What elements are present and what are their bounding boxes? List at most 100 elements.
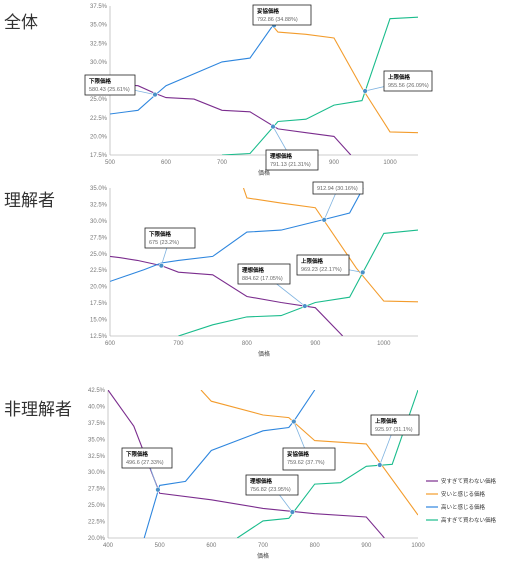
y-tick-label: 42.5% — [88, 388, 106, 394]
callout-point — [152, 91, 158, 98]
callout-value: 969.23 (22.17%) — [301, 267, 342, 273]
y-tick-label: 22.5% — [88, 520, 106, 526]
callout-title: 妥協価格 — [257, 7, 280, 15]
callout-box — [144, 227, 196, 249]
x-axis-label: 価格 — [258, 350, 270, 358]
callout-point — [158, 262, 165, 269]
x-tick-label: 500 — [155, 543, 166, 549]
series-line-0 — [108, 390, 385, 538]
legend-label: 安すぎて買わない価格 — [441, 477, 497, 485]
callout-title: 上限価格 — [301, 257, 324, 265]
legend-label: 安いと感じる価格 — [441, 490, 486, 498]
callout-point — [321, 217, 327, 223]
y-tick-label: 27.5% — [88, 487, 106, 493]
series-line-0 — [110, 83, 352, 155]
callout-box — [121, 447, 173, 469]
series-group — [108, 390, 418, 538]
series-line-1 — [200, 390, 418, 516]
x-tick-label: 1000 — [383, 160, 397, 166]
chart-2: 20.0% 22.5% 25.0% 27.5% 30.0% 32.5% 35.0% 37.5%… — [88, 388, 497, 560]
callout-title: 下限価格 — [89, 77, 112, 85]
y-tick-label: 27.5% — [90, 235, 108, 241]
callout-value: 791.13 (21.31%) — [270, 162, 311, 168]
callout-value: 496.6 (27.33%) — [126, 460, 164, 466]
y-tick-label: 35.0% — [90, 23, 108, 29]
x-tick-label: 700 — [258, 543, 269, 549]
x-tick-label: 1000 — [377, 341, 391, 347]
callout-value: 955.56 (26.09%) — [388, 83, 429, 89]
series-group — [110, 6, 418, 155]
series-line-2 — [110, 188, 364, 282]
callout-value: 912.94 (30.16%) — [317, 186, 358, 192]
x-tick-label: 600 — [105, 341, 116, 347]
x-tick-label: 900 — [329, 160, 340, 166]
callout-title: 上限価格 — [388, 73, 411, 81]
y-tick-label: 17.5% — [90, 301, 108, 307]
callout-title: 理想価格 — [242, 266, 265, 274]
y-tick-label: 17.5% — [90, 153, 108, 159]
callout-point — [362, 88, 368, 94]
x-tick-label: 700 — [217, 160, 228, 166]
y-tick-label: 30.0% — [90, 60, 108, 66]
y-tick-label: 35.0% — [90, 186, 108, 192]
x-tick-label: 900 — [310, 341, 321, 347]
callout-value: 792.86 (34.88%) — [257, 17, 298, 23]
series-line-1 — [242, 188, 418, 303]
y-tick-label: 40.0% — [88, 404, 106, 410]
x-tick-label: 1000 — [411, 543, 425, 549]
callout-title: 下限価格 — [126, 450, 149, 458]
callout-point — [377, 462, 383, 468]
series-line-3 — [236, 390, 418, 538]
callout-box — [282, 447, 336, 471]
x-tick-label: 600 — [206, 543, 217, 549]
callout-title: 上限価格 — [375, 417, 398, 425]
x-tick-label: 800 — [242, 341, 253, 347]
y-tick-label: 32.5% — [88, 454, 106, 460]
y-tick-label: 30.0% — [88, 470, 106, 476]
y-tick-label: 37.5% — [90, 4, 108, 10]
section-label-overall: 全体 — [4, 13, 38, 33]
y-tick-label: 32.5% — [90, 41, 108, 47]
x-tick-label: 600 — [161, 160, 172, 166]
callout-box — [245, 474, 299, 496]
y-tick-label: 32.5% — [90, 202, 108, 208]
x-tick-label: 800 — [310, 543, 321, 549]
callout-point — [302, 303, 308, 309]
y-tick-label: 20.0% — [88, 536, 106, 542]
series-line-3 — [221, 16, 418, 155]
callout-value: 580.43 (25.61%) — [89, 87, 130, 93]
x-axis-label: 価格 — [258, 169, 270, 177]
x-tick-label: 900 — [361, 543, 372, 549]
y-tick-label: 37.5% — [88, 421, 106, 427]
chart-0: 17.5%20.0%22.5%25.0%27.5%30.0%32.5%35.0%… — [84, 4, 433, 177]
legend-label: 高いと感じる価格 — [441, 503, 486, 511]
callout-title: 妥協価格 — [287, 450, 310, 458]
y-tick-label: 22.5% — [90, 268, 108, 274]
section-label-non-understanders: 非理解者 — [4, 400, 72, 420]
y-tick-label: 25.0% — [90, 252, 108, 258]
callout-point — [270, 123, 276, 130]
x-tick-label: 400 — [103, 543, 114, 549]
callout-box — [383, 70, 433, 92]
series-line-0 — [110, 255, 344, 336]
y-tick-label: 20.0% — [90, 134, 108, 140]
chart-1: 12.5% 15.0% 17.5% 20.0% 22.5% 25.0% 27.5% 30.0%… — [90, 181, 418, 358]
callout-box — [252, 4, 312, 26]
callout-box — [370, 414, 420, 436]
y-tick-label: 22.5% — [90, 116, 108, 122]
section-label-understanders: 理解者 — [4, 191, 55, 211]
x-tick-label: 500 — [105, 160, 116, 166]
callout-box — [84, 74, 136, 96]
series-group — [110, 188, 418, 336]
callout-value: 884.62 (17.05%) — [242, 276, 283, 282]
callout-title: 理想価格 — [250, 477, 273, 485]
callout-point — [289, 509, 296, 515]
callout-point — [291, 418, 297, 425]
callout-value: 925.97 (31.1%) — [375, 427, 413, 433]
y-tick-label: 15.0% — [90, 318, 108, 324]
callout-title: 理想価格 — [270, 152, 293, 160]
y-tick-label: 35.0% — [88, 437, 106, 443]
x-tick-label: 700 — [173, 341, 184, 347]
callout-title: 下限価格 — [149, 230, 172, 238]
